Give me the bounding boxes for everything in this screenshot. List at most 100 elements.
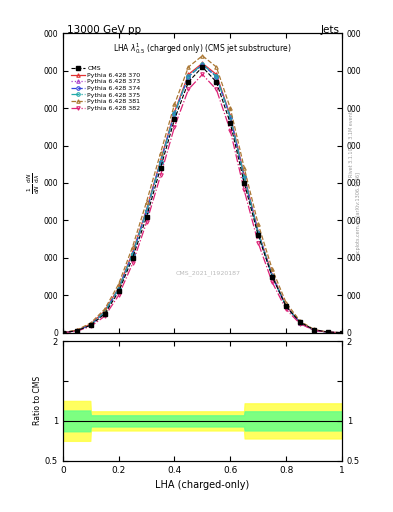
Pythia 6.428 382: [158, 173, 163, 179]
Y-axis label: $\frac{1}{\mathrm{d}N}\ \frac{\mathrm{d}N}{\mathrm{d}\lambda}$: $\frac{1}{\mathrm{d}N}\ \frac{\mathrm{d}…: [26, 172, 42, 194]
CMS: [186, 79, 191, 85]
Pythia 6.428 381: [326, 329, 331, 335]
CMS: [200, 64, 205, 70]
Pythia 6.428 370: [200, 60, 205, 66]
Pythia 6.428 375: [340, 330, 344, 336]
Pythia 6.428 381: [340, 330, 344, 336]
Pythia 6.428 381: [312, 327, 316, 333]
Line: Pythia 6.428 370: Pythia 6.428 370: [61, 61, 343, 334]
Pythia 6.428 381: [158, 150, 163, 156]
Pythia 6.428 381: [256, 221, 261, 227]
Pythia 6.428 374: [186, 74, 191, 80]
Pythia 6.428 370: [228, 113, 233, 119]
Pythia 6.428 375: [186, 73, 191, 79]
Pythia 6.428 370: [75, 327, 79, 333]
Pythia 6.428 370: [256, 228, 261, 234]
Pythia 6.428 375: [144, 207, 149, 214]
Text: Rivet 3.1.10, ≥ 3.1M events: Rivet 3.1.10, ≥ 3.1M events: [349, 109, 353, 178]
Y-axis label: Ratio to CMS: Ratio to CMS: [33, 376, 42, 425]
Pythia 6.428 370: [312, 327, 316, 333]
Pythia 6.428 382: [228, 127, 233, 134]
Pythia 6.428 375: [312, 327, 316, 333]
CMS: [88, 322, 93, 328]
CMS: [340, 330, 344, 336]
Pythia 6.428 370: [326, 329, 331, 335]
Pythia 6.428 375: [75, 328, 79, 334]
Pythia 6.428 374: [144, 208, 149, 214]
Pythia 6.428 381: [102, 306, 107, 312]
Pythia 6.428 375: [200, 61, 205, 68]
Pythia 6.428 381: [172, 101, 177, 108]
Pythia 6.428 375: [270, 273, 275, 279]
Text: LHA $\lambda^1_{0.5}$ (charged only) (CMS jet substructure): LHA $\lambda^1_{0.5}$ (charged only) (CM…: [113, 41, 292, 56]
Pythia 6.428 374: [214, 74, 219, 80]
Pythia 6.428 373: [284, 303, 288, 309]
Pythia 6.428 381: [214, 64, 219, 70]
Pythia 6.428 373: [158, 159, 163, 165]
Text: CMS_2021_I1920187: CMS_2021_I1920187: [176, 270, 241, 275]
Pythia 6.428 382: [312, 327, 316, 333]
CMS: [130, 255, 135, 261]
CMS: [256, 232, 261, 239]
Pythia 6.428 370: [340, 330, 344, 336]
Pythia 6.428 374: [284, 304, 288, 310]
Pythia 6.428 382: [186, 87, 191, 93]
Pythia 6.428 373: [256, 229, 261, 236]
Pythia 6.428 382: [102, 313, 107, 319]
Pythia 6.428 375: [214, 73, 219, 79]
Pythia 6.428 381: [88, 320, 93, 326]
Pythia 6.428 375: [298, 320, 303, 326]
Pythia 6.428 374: [102, 309, 107, 315]
Pythia 6.428 375: [172, 110, 177, 116]
Pythia 6.428 375: [61, 330, 65, 336]
Pythia 6.428 370: [158, 158, 163, 164]
Pythia 6.428 381: [242, 165, 247, 171]
Pythia 6.428 373: [102, 309, 107, 315]
CMS: [270, 273, 275, 280]
Pythia 6.428 382: [88, 323, 93, 329]
Pythia 6.428 373: [88, 322, 93, 328]
Pythia 6.428 381: [284, 300, 288, 306]
Pythia 6.428 382: [340, 330, 344, 336]
Pythia 6.428 375: [284, 303, 288, 309]
Pythia 6.428 373: [130, 250, 135, 257]
Pythia 6.428 382: [256, 240, 261, 246]
Pythia 6.428 374: [75, 328, 79, 334]
Pythia 6.428 382: [75, 328, 79, 334]
Pythia 6.428 373: [61, 330, 65, 336]
Text: Jets: Jets: [321, 25, 340, 35]
Pythia 6.428 370: [186, 71, 191, 77]
Pythia 6.428 373: [326, 329, 331, 335]
CMS: [326, 329, 331, 335]
Pythia 6.428 373: [312, 327, 316, 333]
Line: Pythia 6.428 381: Pythia 6.428 381: [61, 54, 343, 334]
CMS: [158, 165, 163, 171]
Pythia 6.428 373: [228, 114, 233, 120]
Pythia 6.428 373: [75, 328, 79, 334]
Pythia 6.428 374: [88, 322, 93, 328]
Pythia 6.428 373: [214, 73, 219, 79]
Pythia 6.428 382: [326, 329, 331, 335]
Legend: CMS, Pythia 6.428 370, Pythia 6.428 373, Pythia 6.428 374, Pythia 6.428 375, Pyt: CMS, Pythia 6.428 370, Pythia 6.428 373,…: [68, 63, 143, 113]
Line: Pythia 6.428 382: Pythia 6.428 382: [61, 73, 343, 334]
Pythia 6.428 374: [130, 251, 135, 257]
Pythia 6.428 382: [242, 187, 247, 194]
Pythia 6.428 382: [61, 330, 65, 336]
Pythia 6.428 381: [130, 244, 135, 250]
Pythia 6.428 374: [312, 327, 316, 333]
Pythia 6.428 375: [158, 159, 163, 165]
Pythia 6.428 382: [130, 261, 135, 267]
Pythia 6.428 373: [200, 61, 205, 67]
Text: mcplots.cern.ch [arXiv:1306.3436]: mcplots.cern.ch [arXiv:1306.3436]: [356, 173, 361, 258]
Pythia 6.428 373: [270, 272, 275, 279]
Line: Pythia 6.428 373: Pythia 6.428 373: [61, 62, 343, 334]
Pythia 6.428 381: [144, 199, 149, 205]
Pythia 6.428 370: [102, 308, 107, 314]
X-axis label: LHA (charged-only): LHA (charged-only): [155, 480, 250, 490]
Pythia 6.428 370: [242, 173, 247, 179]
Pythia 6.428 374: [326, 329, 331, 335]
CMS: [144, 214, 149, 220]
Pythia 6.428 375: [242, 174, 247, 180]
Pythia 6.428 373: [116, 285, 121, 291]
Pythia 6.428 382: [172, 124, 177, 130]
